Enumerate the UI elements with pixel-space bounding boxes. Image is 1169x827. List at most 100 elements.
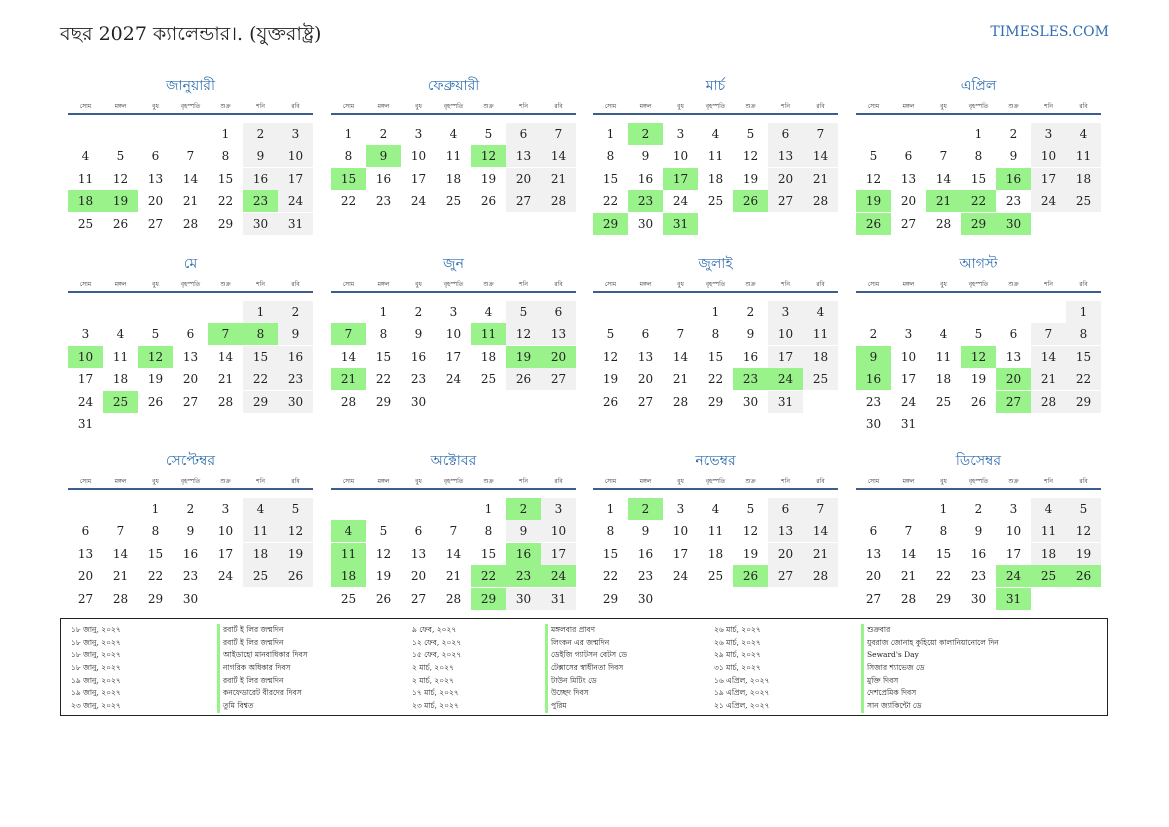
day-cell[interactable]: 6 (414, 524, 423, 539)
day-cell[interactable]: 12 (375, 546, 392, 561)
day-cell-holiday[interactable]: 12 (471, 145, 506, 168)
day-cell[interactable]: 6 (1009, 327, 1018, 342)
day-cell[interactable]: 27 (865, 591, 882, 606)
day-cell[interactable]: 13 (147, 171, 164, 186)
day-cell[interactable]: 30 (637, 591, 654, 606)
day-cell[interactable]: 21 (112, 569, 129, 584)
day-cell[interactable]: 7 (541, 123, 576, 145)
day-cell[interactable]: 18 (707, 171, 724, 186)
day-cell[interactable]: 12 (865, 171, 882, 186)
day-cell-holiday[interactable]: 4 (331, 520, 366, 543)
day-cell-holiday[interactable]: 11 (471, 323, 506, 346)
day-cell[interactable]: 31 (278, 212, 313, 235)
day-cell[interactable]: 30 (742, 394, 759, 409)
day-cell[interactable]: 28 (340, 394, 357, 409)
day-cell[interactable]: 14 (217, 349, 234, 364)
day-cell[interactable]: 28 (935, 216, 952, 231)
day-cell[interactable]: 11 (77, 171, 94, 186)
day-cell[interactable]: 17 (445, 349, 462, 364)
day-cell[interactable]: 14 (900, 546, 917, 561)
day-cell[interactable]: 25 (1066, 190, 1101, 213)
day-cell-holiday[interactable]: 19 (856, 190, 891, 213)
day-cell[interactable]: 29 (217, 216, 234, 231)
day-cell-holiday[interactable]: 2 (628, 123, 663, 145)
day-cell[interactable]: 23 (637, 569, 654, 584)
day-cell[interactable]: 4 (711, 502, 720, 516)
day-cell[interactable]: 15 (935, 546, 952, 561)
day-cell[interactable]: 14 (803, 145, 838, 168)
day-cell[interactable]: 4 (484, 305, 493, 319)
day-cell[interactable]: 8 (344, 149, 353, 164)
day-cell[interactable]: 5 (974, 327, 983, 342)
day-cell[interactable]: 5 (506, 301, 541, 323)
day-cell[interactable]: 24 (217, 569, 234, 584)
day-cell-holiday[interactable]: 12 (961, 345, 996, 368)
day-cell[interactable]: 3 (676, 127, 685, 141)
day-cell[interactable]: 5 (151, 327, 160, 342)
day-cell[interactable]: 30 (243, 212, 278, 235)
day-cell[interactable]: 26 (602, 394, 619, 409)
day-cell[interactable]: 20 (637, 372, 654, 387)
day-cell[interactable]: 12 (742, 149, 759, 164)
day-cell-holiday[interactable]: 26 (733, 565, 768, 588)
day-cell-holiday[interactable]: 23 (506, 565, 541, 588)
day-cell[interactable]: 11 (1066, 145, 1101, 168)
day-cell-holiday[interactable]: 16 (506, 542, 541, 565)
day-cell[interactable]: 13 (1005, 349, 1022, 364)
day-cell[interactable]: 20 (768, 167, 803, 190)
day-cell[interactable]: 8 (606, 149, 615, 164)
day-cell[interactable]: 16 (637, 171, 654, 186)
day-cell[interactable]: 22 (375, 372, 392, 387)
day-cell[interactable]: 21 (900, 569, 917, 584)
day-cell[interactable]: 6 (869, 524, 878, 539)
day-cell[interactable]: 8 (221, 149, 230, 164)
day-cell[interactable]: 1 (344, 127, 353, 141)
day-cell[interactable]: 1 (606, 502, 615, 516)
day-cell[interactable]: 3 (81, 327, 90, 342)
day-cell[interactable]: 27 (77, 591, 94, 606)
day-cell[interactable]: 25 (707, 569, 724, 584)
day-cell[interactable]: 10 (1005, 524, 1022, 539)
day-cell[interactable]: 13 (541, 323, 576, 346)
day-cell-holiday[interactable]: 10 (68, 345, 103, 368)
day-cell[interactable]: 6 (768, 123, 803, 145)
day-cell[interactable]: 21 (182, 194, 199, 209)
day-cell-holiday[interactable]: 31 (996, 587, 1031, 610)
day-cell[interactable]: 7 (803, 123, 838, 145)
day-cell[interactable]: 16 (970, 546, 987, 561)
day-cell[interactable]: 7 (1031, 323, 1066, 346)
day-cell[interactable]: 11 (707, 524, 724, 539)
day-cell[interactable]: 18 (445, 171, 462, 186)
day-cell[interactable]: 16 (243, 167, 278, 190)
day-cell[interactable]: 18 (707, 546, 724, 561)
day-cell[interactable]: 18 (243, 542, 278, 565)
day-cell[interactable]: 20 (506, 167, 541, 190)
day-cell[interactable]: 10 (278, 145, 313, 168)
day-cell[interactable]: 12 (112, 171, 129, 186)
day-cell[interactable]: 16 (278, 345, 313, 368)
day-cell[interactable]: 20 (77, 569, 94, 584)
day-cell[interactable]: 19 (278, 542, 313, 565)
day-cell[interactable]: 4 (81, 149, 90, 164)
day-cell[interactable]: 29 (1066, 390, 1101, 413)
day-cell[interactable]: 5 (484, 127, 493, 141)
day-cell-holiday[interactable]: 2 (628, 498, 663, 520)
day-cell[interactable]: 15 (480, 546, 497, 561)
day-cell[interactable]: 9 (186, 524, 195, 539)
day-cell[interactable]: 14 (445, 546, 462, 561)
day-cell[interactable]: 23 (278, 368, 313, 391)
day-cell[interactable]: 5 (746, 127, 755, 141)
day-cell[interactable]: 9 (974, 524, 983, 539)
day-cell[interactable]: 31 (77, 417, 94, 431)
day-cell-holiday[interactable]: 2 (506, 498, 541, 520)
day-cell[interactable]: 25 (803, 368, 838, 391)
day-cell[interactable]: 17 (410, 171, 427, 186)
day-cell[interactable]: 11 (243, 520, 278, 543)
day-cell[interactable]: 2 (746, 305, 755, 319)
day-cell[interactable]: 8 (151, 524, 160, 539)
day-cell[interactable]: 18 (112, 372, 129, 387)
day-cell[interactable]: 21 (803, 167, 838, 190)
day-cell[interactable]: 3 (221, 502, 230, 516)
day-cell[interactable]: 19 (480, 171, 497, 186)
day-cell[interactable]: 1 (151, 502, 160, 516)
